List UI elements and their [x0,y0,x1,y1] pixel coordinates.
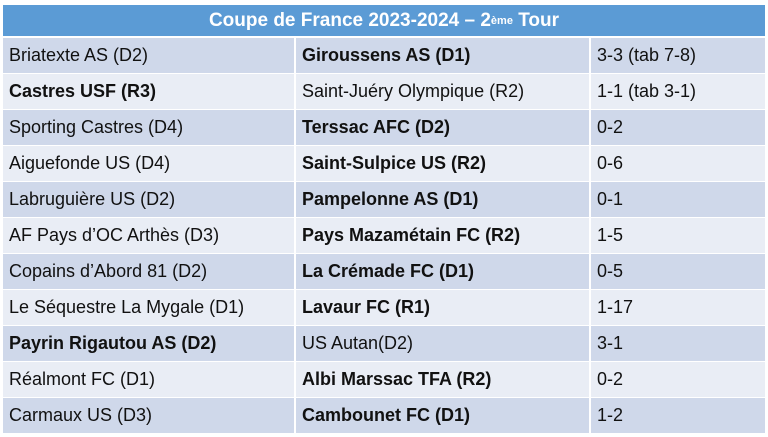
title-end: Tour [512,9,560,31]
title-superscript: ème [490,14,513,27]
away-cell: US Autan(D2) [296,326,591,361]
table-title: Coupe de France 2023-2024 – 2 ème Tour [3,5,765,38]
home-cell: Castres USF (R3) [3,74,296,109]
away-cell: Albi Marssac TFA (R2) [296,362,591,397]
score-cell: 0-6 [597,153,624,173]
score-cell: 0-2 [597,117,624,137]
away-cell: Lavaur FC (R1) [296,290,591,325]
score-cell: 1-5 [597,225,624,245]
table-row: AF Pays d’OC Arthès (D3) Pays Mazamétain … [3,218,765,254]
away-cell: Saint-Sulpice US (R2) [296,146,591,181]
score-cell: 1-1 (tab 3-1) [597,81,697,101]
table-row: Copains d’Abord 81 (D2) La Crémade FC (D1… [3,254,765,290]
home-cell: Labruguière US (D2) [3,182,296,217]
home-cell: Payrin Rigautou AS (D2) [3,326,296,361]
score-cell: 0-2 [597,369,624,389]
title-text: Coupe de France 2023-2024 – 2 [208,9,491,31]
table-row: Castres USF (R3) Saint-Juéry Olympique (R… [3,74,765,110]
table-row: Le Séquestre La Mygale (D1) Lavaur FC (R1… [3,290,765,326]
away-cell: Cambounet FC (D1) [296,398,591,433]
home-cell: Carmaux US (D3) [3,398,296,433]
home-cell: Aiguefonde US (D4) [3,146,296,181]
table-row: Payrin Rigautou AS (D2) US Autan(D2) 3-1 [3,326,765,362]
table-row: Briatexte AS (D2) Giroussens AS (D1) 3-3 (… [3,38,765,74]
table-body: Briatexte AS (D2) Giroussens AS (D1) 3-3 (… [3,38,765,434]
results-table: Coupe de France 2023-2024 – 2 ème Tour Br… [3,5,765,434]
score-cell: 3-3 (tab 7-8) [597,45,697,65]
table-row: Labruguière US (D2) Pampelonne AS (D1) 0-1 [3,182,765,218]
home-cell: Sporting Castres (D4) [3,110,296,145]
table-row: Sporting Castres (D4) Terssac AFC (D2) 0-2 [3,110,765,146]
away-cell: Giroussens AS (D1) [296,38,591,73]
score-cell: 0-5 [597,261,624,281]
table-row: Réalmont FC (D1) Albi Marssac TFA (R2) 0-2 [3,362,765,398]
home-cell: Briatexte AS (D2) [3,38,296,73]
away-cell: Terssac AFC (D2) [296,110,591,145]
home-cell: Le Séquestre La Mygale (D1) [3,290,296,325]
away-cell: La Crémade FC (D1) [296,254,591,289]
score-cell: 1-2 [597,405,624,425]
table-row: Carmaux US (D3) Cambounet FC (D1) 1-2 [3,398,765,434]
away-cell: Pays Mazamétain FC (R2) [296,218,591,253]
away-cell: Saint-Juéry Olympique (R2) [296,74,591,109]
score-cell: 1-17 [597,297,634,317]
home-cell: AF Pays d’OC Arthès (D3) [3,218,296,253]
table-row: Aiguefonde US (D4) Saint-Sulpice US (R2) 0… [3,146,765,182]
score-cell: 3-1 [597,333,624,353]
home-cell: Réalmont FC (D1) [3,362,296,397]
away-cell: Pampelonne AS (D1) [296,182,591,217]
score-cell: 0-1 [597,189,624,209]
home-cell: Copains d’Abord 81 (D2) [3,254,296,289]
